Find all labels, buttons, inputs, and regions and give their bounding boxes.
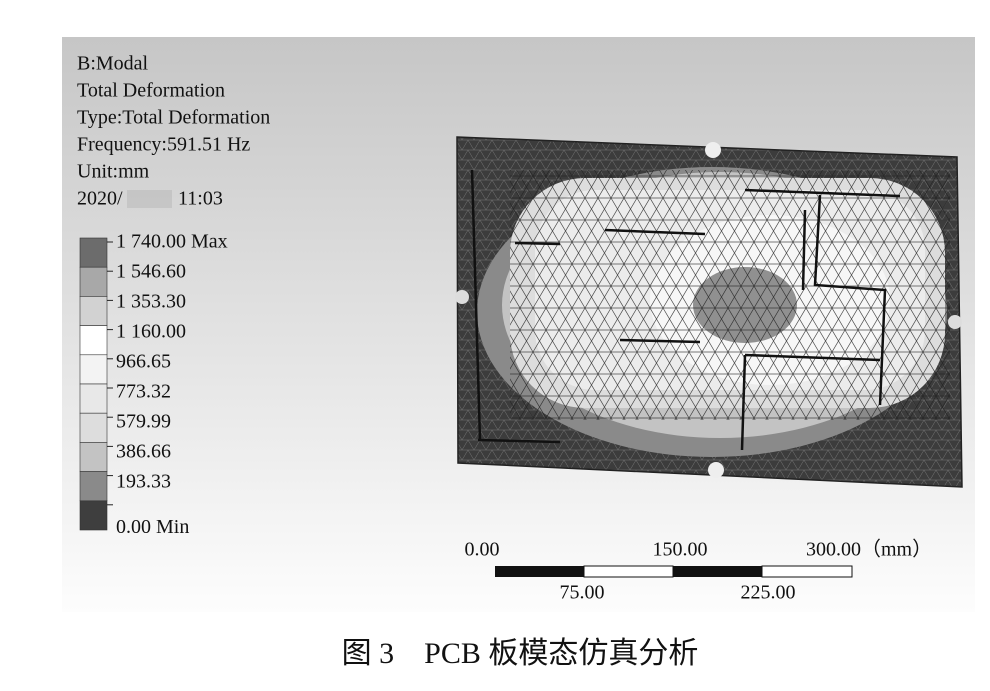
legend-swatch xyxy=(79,354,108,385)
legend-label: 193.33 xyxy=(116,471,171,493)
blurred-date xyxy=(127,190,172,208)
time: 11:03 xyxy=(178,188,223,210)
legend-swatch xyxy=(79,296,108,326)
info-line: Unit:mm xyxy=(77,161,150,183)
legend-swatch xyxy=(79,471,108,502)
pcb-model xyxy=(457,137,962,487)
legend-swatch xyxy=(79,237,108,268)
legend-swatch xyxy=(79,442,108,472)
legend-label: 579.99 xyxy=(116,411,171,433)
legend-label: 773.32 xyxy=(116,381,171,403)
info-line: Frequency:591.51 Hz xyxy=(77,134,250,156)
legend-swatch xyxy=(79,266,108,297)
legend-label: 1 546.60 xyxy=(116,261,186,283)
info-line: Type:Total Deformation xyxy=(77,107,270,129)
result-info: B:Modal Total Deformation Type:Total Defor… xyxy=(77,53,270,183)
legend-label: 386.66 xyxy=(116,441,171,463)
legend-label: 1 353.30 xyxy=(116,291,186,313)
legend-label: 966.65 xyxy=(116,351,171,373)
scale-label: 0.00 xyxy=(465,539,500,561)
legend-label: 0.00 Min xyxy=(116,516,189,538)
legend-swatch xyxy=(79,500,108,531)
scale-label: 75.00 xyxy=(560,582,605,604)
legend-swatch xyxy=(79,412,108,443)
caption: 图 3 PCB 板模态仿真分析 xyxy=(342,637,699,670)
scale-label: 150.00 xyxy=(653,539,708,561)
legend-swatch xyxy=(79,383,108,414)
scale-label: 225.00 xyxy=(741,582,796,604)
legend-swatch xyxy=(79,325,108,356)
scale-label: 300.00（mm） xyxy=(806,538,932,561)
legend-label: 1 740.00 Max xyxy=(116,231,228,253)
scale-bar xyxy=(495,565,853,578)
date: 2020/ xyxy=(77,188,123,210)
info-line: Total Deformation xyxy=(77,80,225,102)
legend-label: 1 160.00 xyxy=(116,321,186,343)
legend: 1 740.00 Max 1 546.60 1 353.30 1 160.00 966.… xyxy=(79,231,228,538)
info-line: B:Modal xyxy=(77,53,149,75)
